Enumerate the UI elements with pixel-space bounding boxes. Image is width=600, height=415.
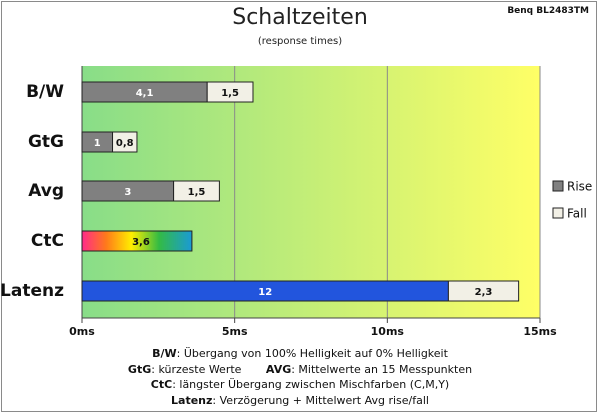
note-gtg-key: GtG	[127, 362, 152, 376]
note-bw-key: B/W	[152, 347, 177, 360]
note-latenz: Latenz: Verzögerung + Mittelwert Avg ris…	[0, 393, 600, 409]
category-label: B/W	[26, 82, 64, 102]
note-latenz-key: Latenz	[171, 393, 213, 407]
note-avg-key: AVG	[265, 362, 292, 376]
x-tick-label: 0ms	[69, 325, 95, 338]
chart-title: Schaltzeiten	[232, 5, 368, 30]
monitor-model-label: Benq BL2483TM	[507, 6, 589, 16]
chart-subtitle: (response times)	[257, 36, 343, 47]
data-label-rise: 1	[94, 138, 101, 149]
data-label-fall: 0,8	[116, 138, 134, 149]
bar-fall	[173, 180, 220, 202]
note-gtg-avg: GtG: kürzeste Werte AVG: Mittelwerte an …	[0, 362, 600, 378]
legend-label-rise: Rise	[567, 180, 592, 194]
note-ctc-text: : längster Übergang zwischen Mischfarben…	[172, 378, 450, 391]
category-label: Avg	[28, 181, 64, 201]
legend-swatch-rise	[552, 180, 564, 192]
bar-latenz-avg	[447, 280, 520, 302]
data-label-latenz-delay: 12	[258, 287, 272, 298]
legend-swatch-fall	[552, 207, 564, 219]
bar-fall	[206, 81, 254, 103]
data-label-rise: 4,1	[136, 88, 154, 99]
x-tick-label: 15ms	[523, 325, 557, 338]
legend-notes: B/W: Übergang von 100% Helligkeit auf 0%…	[0, 346, 600, 408]
note-ctc-key: CtC	[150, 378, 173, 391]
category-label: GtG	[28, 132, 64, 152]
data-label-latenz-avg: 2,3	[475, 287, 493, 298]
note-avg-text: : Mittelwerte an 15 Messpunkten	[291, 362, 473, 376]
note-ctc: CtC: längster Übergang zwischen Mischfar…	[0, 377, 600, 393]
category-label: Latenz	[0, 281, 64, 301]
note-bw: B/W: Übergang von 100% Helligkeit auf 0%…	[0, 346, 600, 362]
data-label-ctc: 3,6	[132, 237, 150, 248]
x-tick-label: 10ms	[371, 325, 405, 338]
note-gtg-text: : kürzeste Werte	[151, 362, 242, 376]
bar-fall	[112, 131, 138, 153]
data-label-fall: 1,5	[221, 88, 239, 99]
data-label-rise: 3	[124, 187, 131, 198]
note-latenz-text: : Verzögerung + Mittelwert Avg rise/fall	[212, 393, 429, 407]
data-label-fall: 1,5	[188, 187, 206, 198]
bar-ctc	[81, 230, 193, 252]
note-bw-text: : Übergang von 100% Helligkeit auf 0% He…	[176, 347, 448, 360]
legend-label-fall: Fall	[567, 207, 587, 221]
category-label: CtC	[31, 231, 64, 251]
x-tick-label: 5ms	[222, 325, 248, 338]
